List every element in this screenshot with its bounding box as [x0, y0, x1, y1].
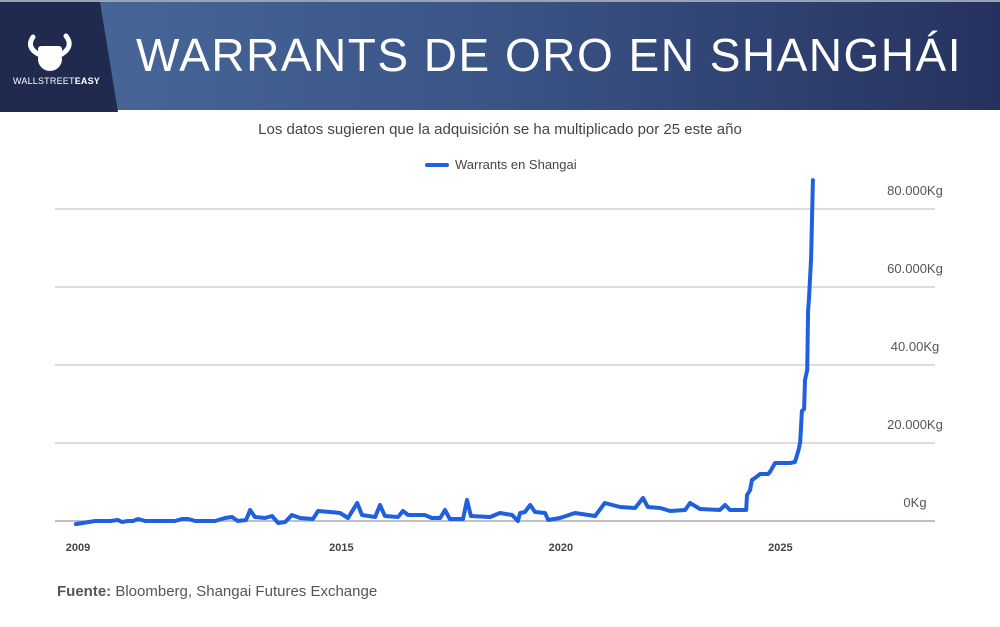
- source-note: Fuente: Bloomberg, Shangai Futures Excha…: [57, 583, 378, 600]
- series-line-warrants: [73, 178, 815, 527]
- legend-label: Warrants en Shangai: [455, 157, 577, 172]
- bull-fist-logo-icon: [27, 33, 72, 71]
- x-tick-label: 2020: [549, 542, 573, 554]
- logo-text: WALLSTREETEASY: [13, 76, 100, 86]
- chart-subtitle: Los datos sugieren que la adquisición se…: [258, 121, 742, 138]
- y-tick-label: 60.000Kg: [887, 261, 943, 276]
- x-tick-label: 2015: [329, 542, 353, 554]
- logo-panel: WALLSTREETEASY: [0, 2, 118, 112]
- x-tick-label: 2009: [66, 542, 90, 554]
- header-banner: WALLSTREETEASY WARRANTS DE ORO EN SHANGH…: [0, 0, 1000, 112]
- x-tick-label: 2025: [768, 542, 792, 554]
- y-tick-label: 0Kg: [903, 495, 926, 510]
- chart-legend: Warrants en Shangai: [425, 157, 577, 172]
- y-tick-label: 40.00Kg: [891, 339, 939, 354]
- page-title: WARRANTS DE ORO EN SHANGHÁI: [136, 29, 962, 81]
- y-tick-label: 80.000Kg: [887, 183, 943, 198]
- y-tick-label: 20.000Kg: [887, 417, 943, 432]
- legend-line-swatch: [425, 162, 449, 167]
